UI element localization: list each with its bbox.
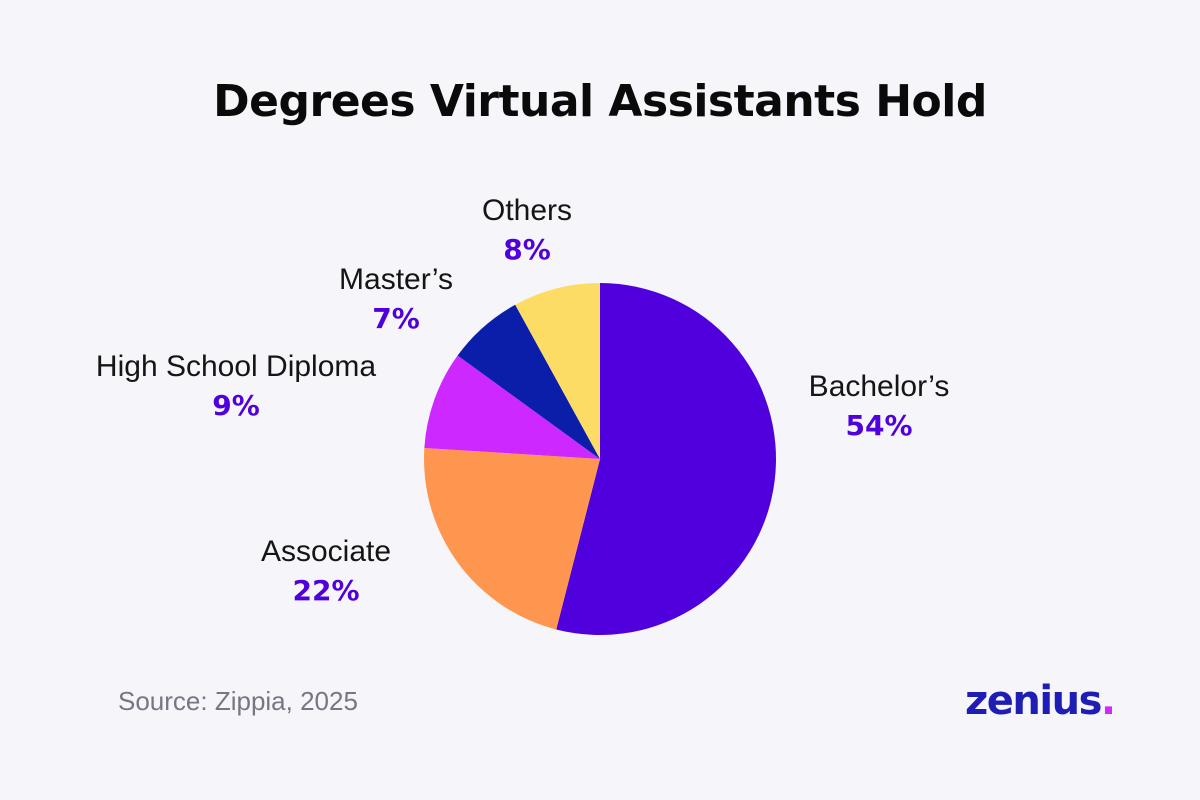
slice-label-value: 9% <box>212 389 260 422</box>
logo-wordmark: zenius <box>965 678 1102 724</box>
pie-slice-others <box>515 283 600 459</box>
slice-label: Others 8% <box>482 192 572 270</box>
slice-label-value: 7% <box>372 302 420 335</box>
chart-title: Degrees Virtual Assistants Hold <box>213 76 987 127</box>
slice-label: Associate 22% <box>261 533 391 611</box>
source-note: Source: Zippia, 2025 <box>118 686 358 716</box>
slice-label: Master’s 7% <box>339 261 453 339</box>
slice-label: High School Diploma 9% <box>96 348 376 426</box>
pie-slice-associate <box>424 447 600 630</box>
pie-slice-bachelor-s <box>556 283 777 636</box>
slice-label-name: Others <box>481 194 573 227</box>
brand-logo: zenius. <box>965 676 1116 726</box>
pie-slice-master-s <box>457 304 600 459</box>
slice-label-name: Associate <box>260 535 392 568</box>
slice-label-value: 54% <box>845 409 913 442</box>
pie-slice-high-school-diploma <box>424 355 600 459</box>
slice-label-name: Bachelor’s <box>808 370 950 403</box>
slice-label-value: 8% <box>503 233 551 266</box>
logo-dot: . <box>1100 678 1116 724</box>
slice-label-value: 22% <box>292 574 360 607</box>
slice-label: Bachelor’s 54% <box>809 368 950 446</box>
slice-label-name: High School Diploma <box>95 350 377 383</box>
slice-label-name: Master’s <box>339 263 453 296</box>
